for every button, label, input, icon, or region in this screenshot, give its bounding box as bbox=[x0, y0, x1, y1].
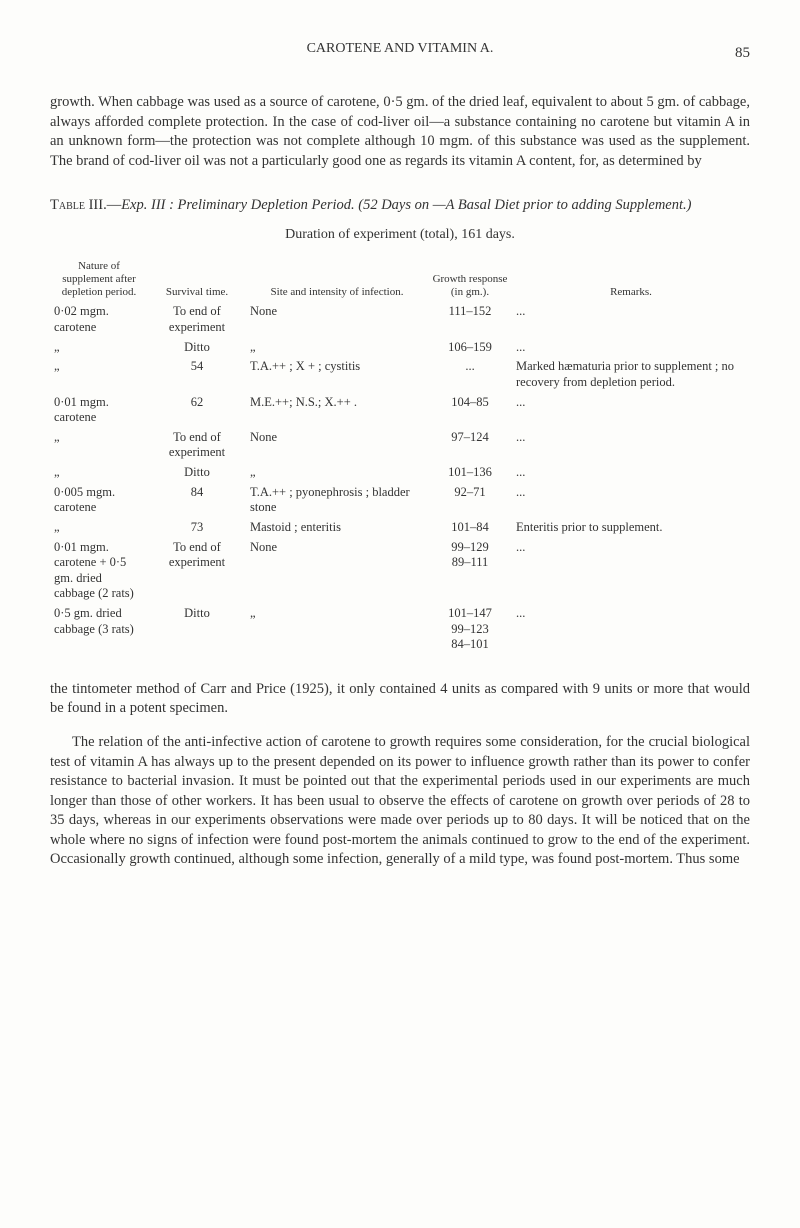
table-cell: To end of experiment bbox=[148, 302, 246, 337]
table-row: „To end of experimentNone97–124... bbox=[50, 428, 750, 463]
table-row: „Ditto„106–159... bbox=[50, 338, 750, 358]
col-header-site: Site and intensity of infection. bbox=[246, 257, 428, 303]
table-cell: 0·5 gm. dried cabbage (3 rats) bbox=[50, 604, 148, 655]
table-cell: ... bbox=[428, 357, 512, 392]
table-title-prefix: Table III.— bbox=[50, 197, 121, 213]
table-cell: None bbox=[246, 302, 428, 337]
table-cell: ... bbox=[512, 428, 750, 463]
table-cell: ... bbox=[512, 463, 750, 483]
table-cell: „ bbox=[50, 357, 148, 392]
running-title: CAROTENE AND VITAMIN A. bbox=[50, 40, 750, 59]
table-cell: 97–124 bbox=[428, 428, 512, 463]
table-row: „54T.A.++ ; X + ; cys­titis...Marked hæm… bbox=[50, 357, 750, 392]
table-cell: „ bbox=[246, 604, 428, 655]
table-cell: 0·02 mgm. carotene bbox=[50, 302, 148, 337]
table-cell: 106–159 bbox=[428, 338, 512, 358]
table-title-suffix: (52 Days on —A Basal Diet prior to addin… bbox=[355, 197, 692, 213]
table-cell: „ bbox=[246, 338, 428, 358]
page-number: 85 bbox=[735, 43, 750, 63]
body-paragraph-1: the tintometer method of Carr and Price … bbox=[50, 680, 750, 719]
table-cell: „ bbox=[246, 463, 428, 483]
table-row: 0·02 mgm. caroteneTo end of experimentNo… bbox=[50, 302, 750, 337]
table-cell: ... bbox=[512, 393, 750, 428]
table-cell: 104–85 bbox=[428, 393, 512, 428]
table-row: 0·01 mgm. carotene62M.E.++; N.S.; X.++ .… bbox=[50, 393, 750, 428]
table-cell: 0·01 mgm. carotene bbox=[50, 393, 148, 428]
data-table: Nature of supplement after depletion per… bbox=[50, 257, 750, 655]
table-cell: 101–84 bbox=[428, 518, 512, 538]
table-row: „73Mastoid ; enteritis101–84Enteritis pr… bbox=[50, 518, 750, 538]
table-cell: „ bbox=[50, 518, 148, 538]
table-cell: 0·01 mgm. carotene + 0·5 gm. dried cabba… bbox=[50, 538, 148, 605]
table-cell: 99–129 89–111 bbox=[428, 538, 512, 605]
col-header-growth: Growth response (in gm.). bbox=[428, 257, 512, 303]
table-cell: Enteritis prior to sup­plement. bbox=[512, 518, 750, 538]
table-cell: „ bbox=[50, 463, 148, 483]
table-cell: 92–71 bbox=[428, 483, 512, 518]
table-cell: 62 bbox=[148, 393, 246, 428]
table-cell: T.A.++ ; X + ; cys­titis bbox=[246, 357, 428, 392]
table-cell: To end of experiment bbox=[148, 428, 246, 463]
table-row: 0·005 mgm. carotene84T.A.++ ; pyonephro­… bbox=[50, 483, 750, 518]
duration-line: Duration of experiment (total), 161 days… bbox=[50, 226, 750, 245]
table-cell: 0·005 mgm. carotene bbox=[50, 483, 148, 518]
table-cell: Ditto bbox=[148, 463, 246, 483]
table-cell: None bbox=[246, 538, 428, 605]
col-header-nature: Nature of supplement after depletion per… bbox=[50, 257, 148, 303]
body-paragraph-2: The relation of the anti-infective actio… bbox=[50, 733, 750, 870]
table-cell: To end of experiment bbox=[148, 538, 246, 605]
col-header-remarks: Remarks. bbox=[512, 257, 750, 303]
table-cell: „ bbox=[50, 428, 148, 463]
table-cell: 111–152 bbox=[428, 302, 512, 337]
table-cell: T.A.++ ; pyonephro­sis ; bladder stone bbox=[246, 483, 428, 518]
table-title-italic: Exp. III : Preliminary Depletion Period. bbox=[121, 197, 354, 213]
table-cell: 54 bbox=[148, 357, 246, 392]
table-body: 0·02 mgm. caroteneTo end of experimentNo… bbox=[50, 302, 750, 655]
table-cell: ... bbox=[512, 302, 750, 337]
table-cell: ... bbox=[512, 483, 750, 518]
table-row: 0·01 mgm. carotene + 0·5 gm. dried cabba… bbox=[50, 538, 750, 605]
table-cell: ... bbox=[512, 604, 750, 655]
table-cell: None bbox=[246, 428, 428, 463]
table-cell: ... bbox=[512, 338, 750, 358]
table-cell: ... bbox=[512, 538, 750, 605]
table-cell: 84 bbox=[148, 483, 246, 518]
intro-paragraph: growth. When cabbage was used as a sourc… bbox=[50, 93, 750, 171]
col-header-survival: Survival time. bbox=[148, 257, 246, 303]
table-cell: Ditto bbox=[148, 338, 246, 358]
table-cell: Marked hæmaturia prior to supplement ; n… bbox=[512, 357, 750, 392]
table-cell: Mastoid ; enteritis bbox=[246, 518, 428, 538]
table-cell: M.E.++; N.S.; X.++ . bbox=[246, 393, 428, 428]
table-title: Table III.—Exp. III : Preliminary Deplet… bbox=[50, 196, 750, 216]
table-cell: 73 bbox=[148, 518, 246, 538]
table-row: 0·5 gm. dried cabbage (3 rats)Ditto„101–… bbox=[50, 604, 750, 655]
table-row: „Ditto„101–136... bbox=[50, 463, 750, 483]
table-cell: 101–147 99–123 84–101 bbox=[428, 604, 512, 655]
table-cell: Ditto bbox=[148, 604, 246, 655]
table-cell: 101–136 bbox=[428, 463, 512, 483]
table-cell: „ bbox=[50, 338, 148, 358]
